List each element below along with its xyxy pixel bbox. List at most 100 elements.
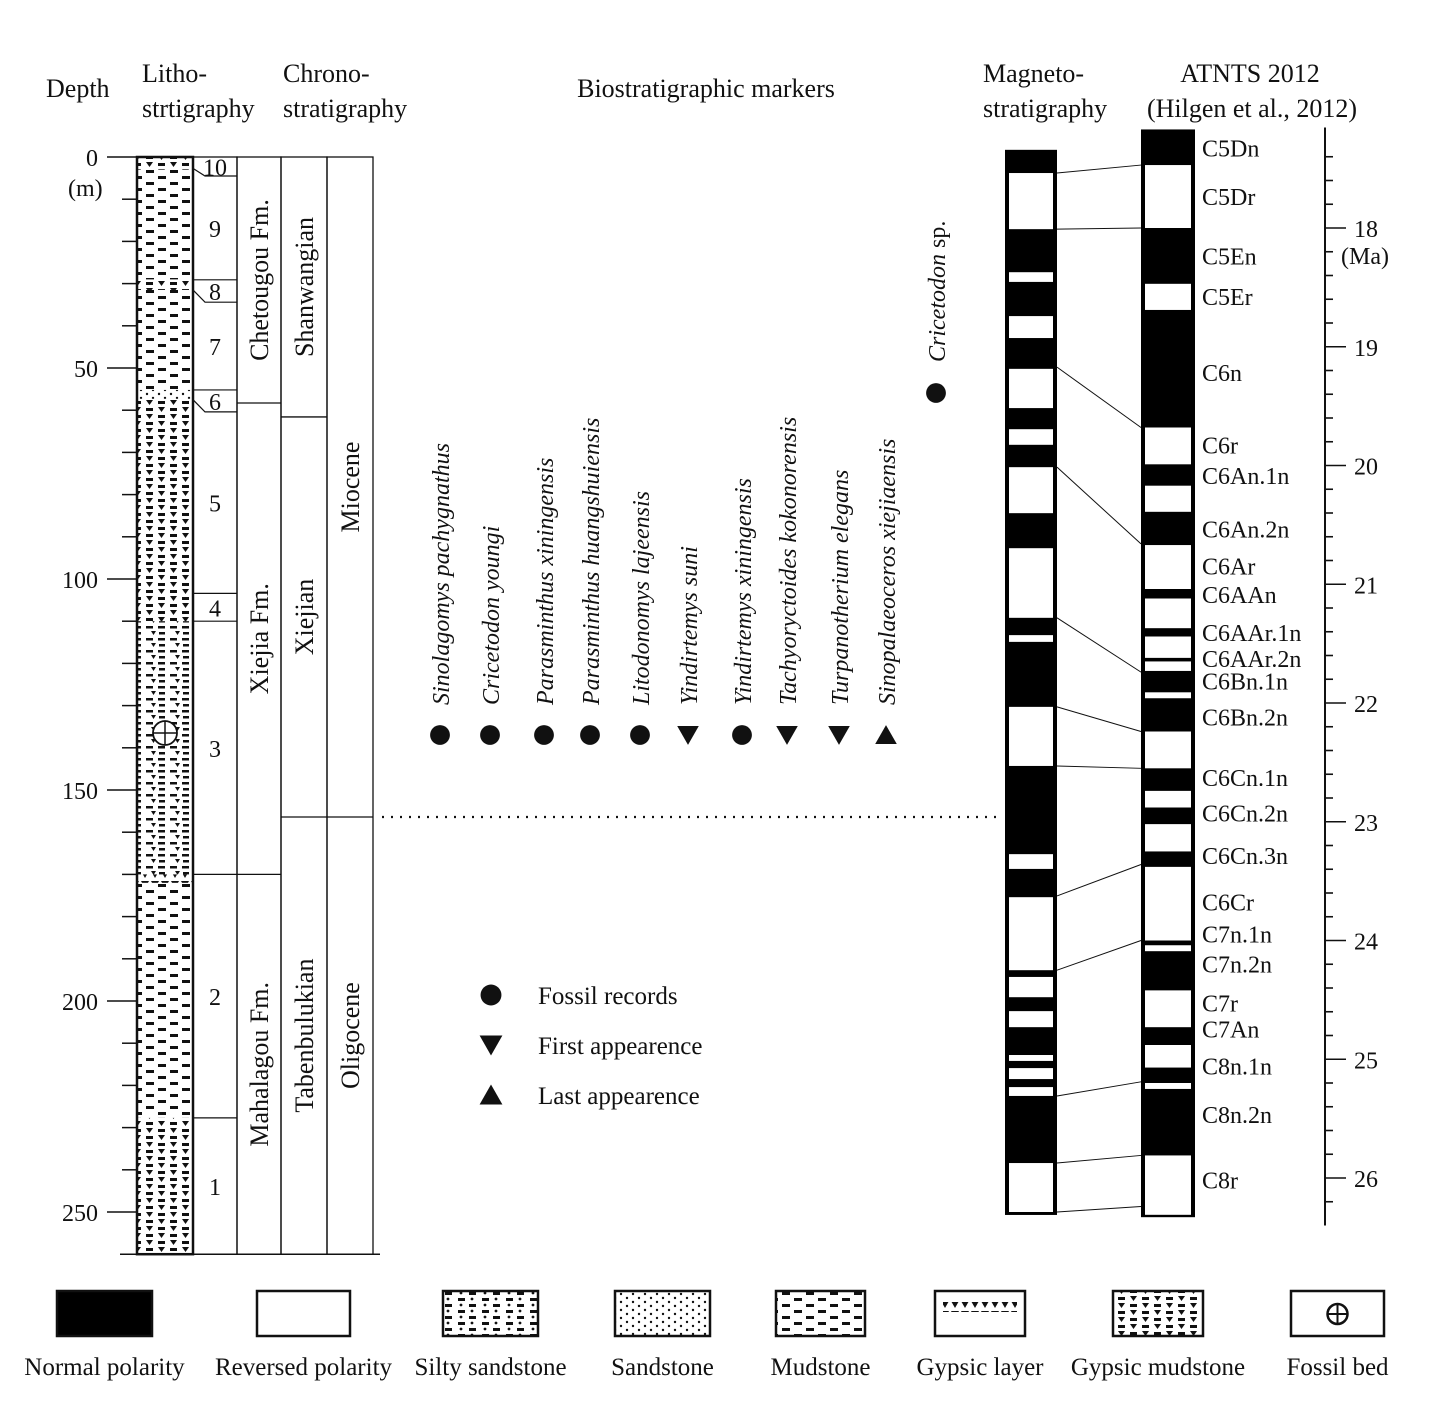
lithology-bed-gypsic_mudstone [137, 279, 193, 290]
chron-label: C6n [1202, 361, 1242, 387]
header-magneto-2: stratigraphy [983, 94, 1107, 123]
chron-label: C7n.1n [1202, 923, 1272, 949]
chron-label: C6Cn.1n [1202, 766, 1288, 792]
depth-unit: (m) [68, 176, 103, 202]
chron-label: C8n.2n [1202, 1103, 1272, 1129]
chron-label: C7r [1202, 991, 1238, 1017]
correlation-line [1056, 1206, 1142, 1213]
correlation-line [1056, 706, 1142, 732]
magneto-reversed-band [1009, 429, 1053, 445]
biomarker-name: Tachyoryctoides kokonorensis [776, 417, 802, 705]
correlation-line [1056, 1154, 1142, 1164]
unit-label: 2 [209, 985, 221, 1011]
atnts-reversed-band [1145, 165, 1191, 228]
atnts-reversed-band [1145, 1045, 1191, 1068]
epoch-label: Miocene [336, 442, 365, 533]
biomarker-name: Yindirtemys suni [677, 546, 703, 705]
correlation-line [1056, 765, 1142, 769]
lithology-bed-gypsic_mudstone [137, 157, 193, 170]
age-unit: (Ma) [1341, 244, 1389, 270]
stage-label: Shanwangian [290, 217, 319, 357]
depth-tick-label: 50 [74, 357, 98, 383]
marker-legend-label: Last appearence [538, 1083, 700, 1110]
biomarker-name: Litodonomys lajeensis [629, 491, 655, 706]
atnts-reversed-band [1145, 485, 1191, 512]
biomarker-name: Yindirtemys xiningensis [731, 478, 757, 705]
magneto-reversed-band [1009, 548, 1053, 618]
legend-label: Sandstone [611, 1354, 714, 1381]
header-chrono-2: stratigraphy [283, 94, 407, 123]
header-biostratigraphy: Biostratigraphic markers [577, 74, 835, 103]
legend-swatch-sandstone [613, 1289, 712, 1338]
chron-label: C6Ar [1202, 554, 1255, 580]
legend-swatch-silty_sandstone [441, 1289, 540, 1338]
chron-label: C7n.2n [1202, 952, 1272, 978]
age-tick-label: 26 [1354, 1167, 1378, 1193]
stage-label: Xiejian [290, 579, 319, 656]
formation-label: Chetougou Fm. [245, 199, 274, 361]
stage-label: Tabenbulukian [290, 959, 319, 1113]
chron-label: C5En [1202, 245, 1257, 271]
biomarker-name: Turpanotherium elegans [828, 470, 854, 705]
unit-boundary [192, 167, 237, 177]
age-tick-label: 18 [1354, 217, 1378, 243]
formation-label: Xiejia Fm. [245, 583, 274, 694]
magneto-reversed-band [1009, 1163, 1053, 1212]
biomarker-triangle-down-icon [677, 726, 699, 745]
chron-label: C6Bn.2n [1202, 705, 1288, 731]
age-tick-label: 24 [1354, 930, 1378, 956]
header-litho-1: Litho- [142, 59, 207, 88]
epoch-label: Oligocene [336, 982, 365, 1089]
unit-label: 1 [209, 1175, 221, 1201]
magneto-reversed-band [1009, 272, 1053, 282]
correlation-line [1056, 164, 1142, 174]
header-magneto-1: Magneto- [983, 59, 1084, 88]
atnts-reversed-band [1145, 427, 1191, 465]
chron-label: C6AAr.1n [1202, 621, 1301, 647]
unit-label: 3 [209, 737, 221, 763]
legend-label: Gypsic mudstone [1071, 1354, 1245, 1381]
biomarker-name: Cricetodon youngi [479, 526, 505, 705]
column-headers: Depth Litho- strtigraphy Chrono- stratig… [46, 59, 1389, 270]
cricetodon-sp-name: Cricetodon sp. [925, 221, 951, 362]
chron-label: C8r [1202, 1168, 1238, 1194]
header-depth: Depth [46, 74, 110, 103]
atnts-reversed-band [1145, 866, 1191, 941]
correlation-line [1056, 617, 1142, 673]
chron-label: C6Cr [1202, 891, 1254, 917]
legend-gypsum-marks [943, 1302, 1017, 1312]
atnts-reversed-band [1145, 598, 1191, 629]
chron-label: C7An [1202, 1018, 1259, 1044]
legend-label: Mudstone [771, 1354, 871, 1381]
cricetodon-sp-circle-icon [926, 383, 946, 403]
chron-label: C6Cn.3n [1202, 844, 1288, 870]
age-tick-label: 22 [1354, 692, 1378, 718]
lithology-bed-gypsic_mudstone [137, 1117, 193, 1255]
marker-legend-triangle-up-icon [479, 1084, 503, 1105]
legend-label: Gypsic layer [916, 1354, 1044, 1381]
cricetodon-genus: Cricetodon [925, 254, 951, 362]
legend-swatch-gypsic_layer [933, 1289, 1027, 1338]
biomarker-triangle-down-icon [828, 726, 850, 745]
unit-label: 7 [209, 335, 221, 361]
unit-column [192, 156, 238, 1255]
age-tick-label: 21 [1354, 573, 1378, 599]
marker-legend-circle-icon [480, 984, 502, 1006]
chron-label: C5Dr [1202, 185, 1255, 211]
unit-boundary [192, 289, 237, 303]
atnts-reversed-band [1145, 1155, 1191, 1215]
correlation-line [1056, 940, 1142, 971]
epoch-column [326, 156, 374, 1255]
magneto-reversed-band [1009, 1087, 1053, 1096]
legend-swatch-reversed [255, 1289, 352, 1338]
atnts-reversed-band [1145, 692, 1191, 699]
atnts-reversed-band [1145, 661, 1191, 671]
depth-tick-label: 200 [62, 990, 98, 1016]
magneto-reversed-band [1009, 976, 1053, 998]
biomarker-circle-icon [480, 725, 500, 745]
lithology-bed-sandstone [137, 389, 193, 399]
biomarker-name: Parasminthus xiningensis [533, 458, 559, 706]
biomarker-circle-icon [580, 725, 600, 745]
atnts-reversed-band [1145, 945, 1191, 952]
